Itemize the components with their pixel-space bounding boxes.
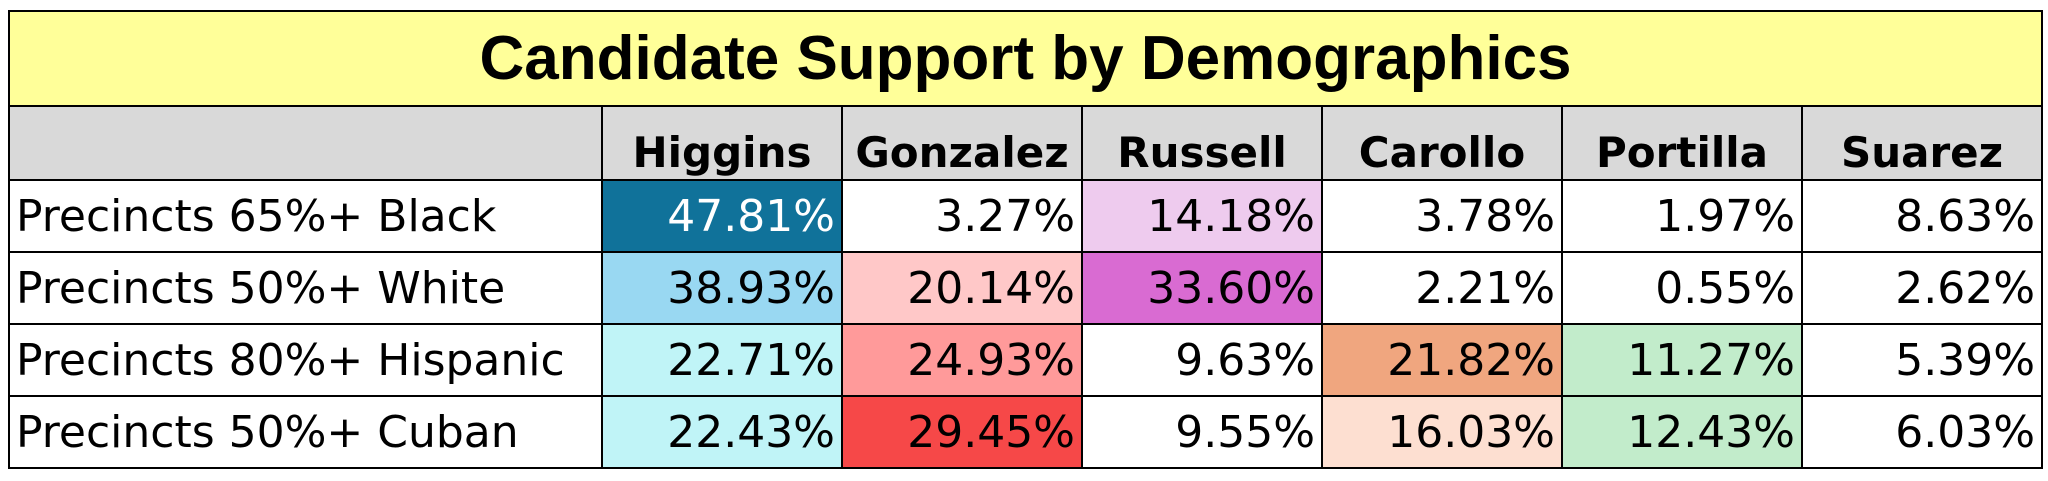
value-cell-carollo: 3.78%: [1321, 179, 1563, 253]
value-cell-portilla: 1.97%: [1561, 179, 1803, 253]
table-row: Precincts 50%+ Cuban 22.43% 29.45% 9.55% 16.…: [8, 395, 2044, 469]
candidate-support-table: Candidate Support by Demographics Higgin…: [7, 10, 2044, 469]
column-header-higgins: Higgins: [601, 105, 843, 181]
value-cell-portilla: 12.43%: [1561, 395, 1803, 469]
row-label: Precincts 65%+ Black: [8, 179, 603, 253]
table-container: Candidate Support by Demographics Higgin…: [7, 10, 2044, 469]
value-cell-carollo: 16.03%: [1321, 395, 1563, 469]
column-header-suarez: Suarez: [1800, 105, 2044, 181]
table-row: Precincts 80%+ Hispanic 22.71% 24.93% 9.63%…: [8, 323, 2044, 397]
table-row: Precincts 65%+ Black 47.81% 3.27% 14.18% 3.7…: [8, 179, 2044, 253]
value-cell-russell: 9.55%: [1081, 395, 1323, 469]
value-cell-gonzalez: 3.27%: [841, 179, 1083, 253]
value-cell-portilla: 0.55%: [1561, 251, 1803, 325]
value-cell-russell: 9.63%: [1081, 323, 1323, 397]
value-cell-carollo: 21.82%: [1321, 323, 1563, 397]
value-cell-higgins: 22.43%: [601, 395, 843, 469]
value-cell-gonzalez: 20.14%: [841, 251, 1083, 325]
column-header-portilla: Portilla: [1561, 105, 1803, 181]
value-cell-suarez: 2.62%: [1800, 251, 2044, 325]
value-cell-russell: 14.18%: [1081, 179, 1323, 253]
value-cell-suarez: 5.39%: [1800, 323, 2044, 397]
header-corner-cell: [8, 105, 603, 181]
value-cell-higgins: 22.71%: [601, 323, 843, 397]
row-label: Precincts 50%+ Cuban: [8, 395, 603, 469]
column-header-gonzalez: Gonzalez: [841, 105, 1083, 181]
value-cell-suarez: 6.03%: [1800, 395, 2044, 469]
value-cell-suarez: 8.63%: [1800, 179, 2044, 253]
header-row: Higgins Gonzalez Russell Carollo Portilla Sua…: [8, 105, 2044, 181]
value-cell-gonzalez: 24.93%: [841, 323, 1083, 397]
table-row: Precincts 50%+ White 38.93% 20.14% 33.60% 2.…: [8, 251, 2044, 325]
value-cell-higgins: 47.81%: [601, 179, 843, 253]
value-cell-gonzalez: 29.45%: [841, 395, 1083, 469]
value-cell-portilla: 11.27%: [1561, 323, 1803, 397]
value-cell-higgins: 38.93%: [601, 251, 843, 325]
column-header-carollo: Carollo: [1321, 105, 1563, 181]
table-title: Candidate Support by Demographics: [7, 10, 2044, 107]
value-cell-russell: 33.60%: [1081, 251, 1323, 325]
row-label: Precincts 80%+ Hispanic: [8, 323, 603, 397]
value-cell-carollo: 2.21%: [1321, 251, 1563, 325]
row-label: Precincts 50%+ White: [8, 251, 603, 325]
column-header-russell: Russell: [1081, 105, 1323, 181]
